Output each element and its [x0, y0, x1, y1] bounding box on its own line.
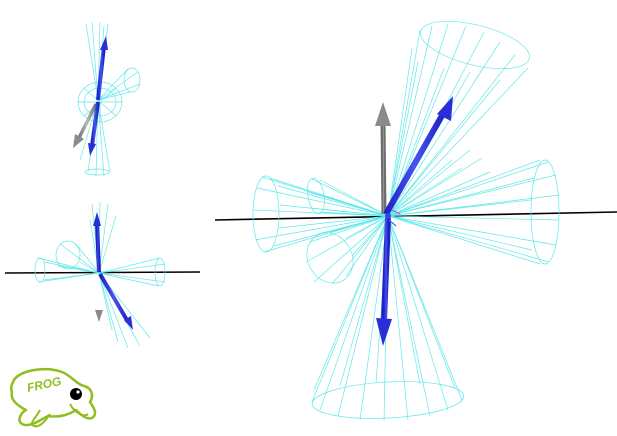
gray-arrow-head [95, 310, 103, 322]
logo-text: FROG [26, 374, 63, 395]
jet-cone [305, 215, 389, 285]
middle-left-view[interactable] [4, 201, 201, 349]
jet-cone [98, 257, 166, 287]
jet-cone [34, 257, 100, 283]
jet-cone [97, 67, 141, 101]
gray-arrow [375, 102, 391, 215]
jet-cone [311, 215, 465, 422]
jet-cone [307, 177, 389, 217]
jet-cone [387, 159, 560, 265]
jet-cone [55, 240, 100, 274]
main-view[interactable] [214, 12, 617, 422]
jet-cone [387, 149, 491, 217]
blue-arrow [383, 96, 453, 216]
top-left-view[interactable] [73, 21, 141, 177]
blue-arrow [90, 101, 100, 147]
blue-arrow [95, 223, 101, 273]
blue-arrow [96, 45, 106, 101]
frog-eye-icon [70, 388, 82, 400]
gray-arrow-head [73, 134, 84, 148]
blue-arrow-head [100, 36, 108, 50]
vertex-marker [385, 209, 401, 227]
blue-arrow [98, 272, 130, 324]
blue-arrow-head [124, 316, 133, 330]
beam-axis-line [214, 211, 617, 221]
blue-arrow-head [88, 143, 96, 156]
blue-arrow [376, 217, 392, 346]
gray-arrow [76, 103, 98, 141]
frog-logo: FROG [9, 368, 97, 428]
blue-arrow-head [93, 212, 101, 226]
